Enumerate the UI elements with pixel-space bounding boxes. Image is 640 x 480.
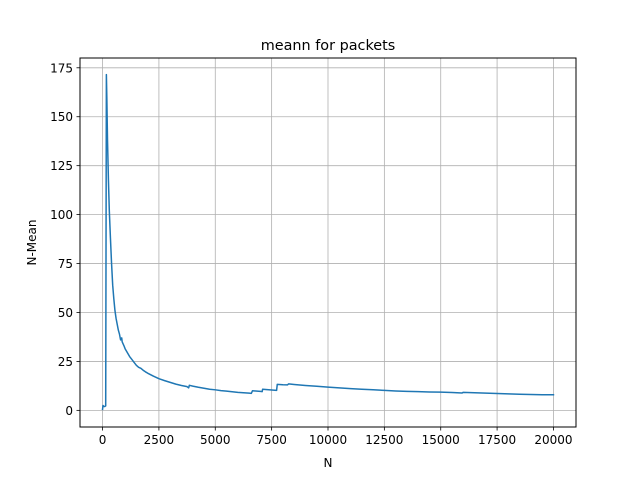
x-tick-label: 15000 [422,433,460,447]
x-tick-label: 20000 [534,433,572,447]
x-tick-label: 17500 [478,433,516,447]
y-tick-label: 175 [50,61,73,75]
y-tick-label: 75 [58,257,73,271]
tick-layer: 0 2500 5000 7500 10000 12500 15000 17500 20000 0 2… [50,61,572,447]
x-tick-label: 7500 [256,433,287,447]
y-tick-label: 100 [50,208,73,222]
x-tick-label: 2500 [144,433,175,447]
x-axis-label: N [324,456,333,470]
x-tick-label: 5000 [200,433,231,447]
y-tick-label: 0 [65,404,73,418]
series-layer [101,73,555,411]
grid-lines [80,58,576,427]
y-tick-label: 25 [58,355,73,369]
series-line [101,73,555,411]
x-tick-label: 10000 [309,433,347,447]
y-axis-label: N-Mean [25,219,39,265]
x-tick-label: 0 [99,433,107,447]
y-tick-label: 150 [50,110,73,124]
y-tick-label: 125 [50,159,73,173]
y-tick-label: 50 [58,306,73,320]
x-tick-label: 12500 [365,433,403,447]
chart-title: meann for packets [261,38,396,54]
